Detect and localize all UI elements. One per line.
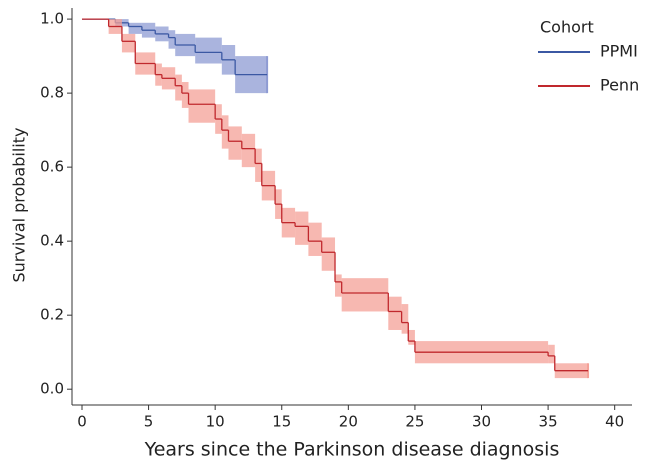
y-tick-label: 1.0 bbox=[40, 10, 64, 28]
legend-label: Penn bbox=[600, 76, 639, 95]
confidence-band bbox=[255, 148, 262, 182]
x-tick-label: 30 bbox=[472, 413, 491, 431]
confidence-band bbox=[221, 115, 229, 149]
y-tick-label: 0.2 bbox=[40, 306, 64, 324]
confidence-band bbox=[548, 344, 555, 364]
confidence-band bbox=[128, 22, 142, 34]
x-tick-label: 20 bbox=[339, 413, 358, 431]
confidence-band bbox=[321, 237, 336, 271]
y-tick-label: 0.4 bbox=[40, 232, 64, 250]
confidence-band bbox=[188, 89, 216, 123]
confidence-band bbox=[195, 37, 222, 64]
x-tick-label: 25 bbox=[405, 413, 424, 431]
x-tick-label: 35 bbox=[539, 413, 558, 431]
confidence-band bbox=[341, 278, 389, 312]
legend-label: PPMI bbox=[600, 42, 638, 61]
x-tick-label: 40 bbox=[605, 413, 624, 431]
confidence-band bbox=[388, 296, 402, 330]
x-axis-label: Years since the Parkinson disease diagno… bbox=[144, 439, 560, 461]
confidence-band bbox=[175, 74, 182, 101]
x-tick-label: 5 bbox=[144, 413, 154, 431]
confidence-band bbox=[335, 274, 342, 297]
confidence-band bbox=[241, 133, 256, 168]
y-tick-label: 0.6 bbox=[40, 158, 64, 176]
confidence-band bbox=[168, 30, 176, 49]
y-tick-label: 0.0 bbox=[40, 380, 64, 398]
y-axis-label: Survival probability bbox=[10, 128, 29, 283]
legend-title: Cohort bbox=[540, 18, 594, 37]
confidence-band bbox=[181, 82, 189, 108]
confidence-band bbox=[295, 211, 309, 245]
confidence-band bbox=[121, 33, 136, 53]
y-tick-label: 0.8 bbox=[40, 84, 64, 102]
confidence-band bbox=[408, 329, 415, 345]
x-tick-label: 0 bbox=[77, 413, 87, 431]
confidence-band bbox=[308, 222, 322, 256]
confidence-band bbox=[228, 126, 242, 160]
x-tick-label: 10 bbox=[206, 413, 225, 431]
x-tick-label: 15 bbox=[272, 413, 291, 431]
confidence-band bbox=[401, 304, 409, 334]
